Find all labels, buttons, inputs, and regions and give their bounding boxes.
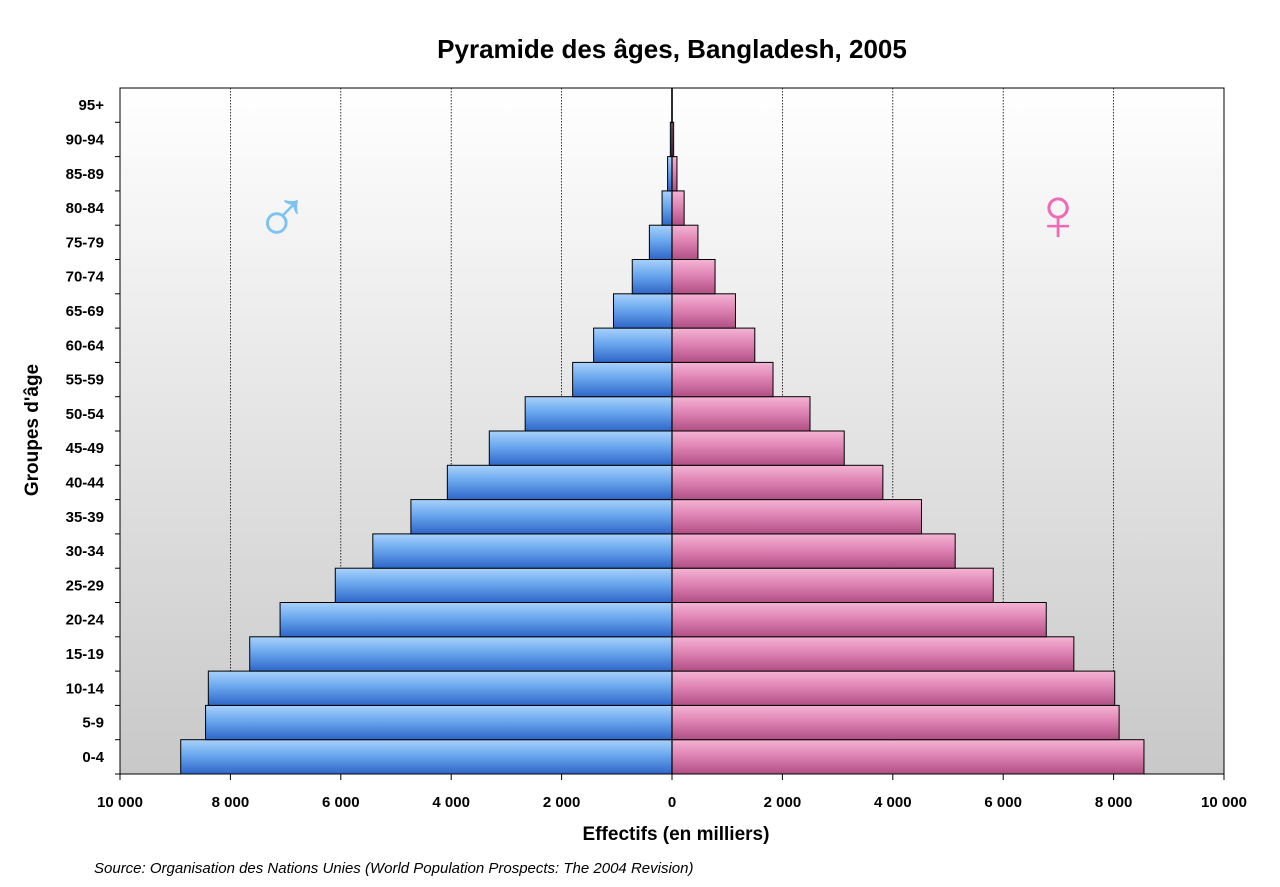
age-group-label: 5-9 <box>82 715 104 732</box>
age-group-label: 20-24 <box>66 612 105 629</box>
female-bar-70-74 <box>671 259 716 295</box>
female-symbol: ♀ <box>1030 172 1087 257</box>
gridlines <box>229 88 1114 774</box>
x-tick-label: 8 000 <box>212 794 250 811</box>
x-tick-label: 2 000 <box>764 794 802 811</box>
x-tick-label: 0 <box>668 794 676 811</box>
age-group-label: 15-19 <box>66 646 104 663</box>
male-symbol: ♂ <box>254 172 311 257</box>
male-bar-35-39 <box>410 499 673 535</box>
male-bar-25-29 <box>334 567 673 604</box>
female-bar-25-29 <box>671 567 994 604</box>
female-bar-60-64 <box>671 327 756 363</box>
male-bar-0-4 <box>180 739 673 775</box>
age-group-label: 75-79 <box>66 234 104 251</box>
age-group-label: 40-44 <box>66 474 105 491</box>
female-bar-20-24 <box>671 602 1047 638</box>
male-bar-60-64 <box>593 327 673 363</box>
x-tick-label: 2 000 <box>543 794 581 811</box>
x-axis-ticks: 10 000 8 000 6 000 4 000 2 000 0 2 000 4 000 6 0… <box>97 774 1247 811</box>
male-bar-65-69 <box>612 293 673 329</box>
female-bar-35-39 <box>671 499 923 535</box>
male-bar-70-74 <box>631 259 673 295</box>
x-tick-label: 6 000 <box>984 794 1022 811</box>
male-bars <box>180 87 673 775</box>
age-group-label: 0-4 <box>82 749 104 766</box>
age-group-label: 85-89 <box>66 166 104 183</box>
age-group-label: 90-94 <box>66 131 105 148</box>
female-bar-75-79 <box>671 224 699 260</box>
male-bar-40-44 <box>446 464 673 501</box>
age-group-label: 50-54 <box>66 406 105 423</box>
x-tick-label: 10 000 <box>1201 794 1247 811</box>
x-tick-label: 4 000 <box>432 794 470 811</box>
male-bar-50-54 <box>524 396 673 432</box>
x-tick-label: 10 000 <box>97 794 143 811</box>
female-bar-85-89 <box>671 156 678 192</box>
female-bar-45-49 <box>671 430 845 466</box>
age-group-label: 45-49 <box>66 440 104 457</box>
female-bar-65-69 <box>671 293 736 329</box>
female-bar-40-44 <box>671 464 884 501</box>
male-bar-75-79 <box>648 224 673 260</box>
female-bar-15-19 <box>671 636 1075 672</box>
female-bar-30-34 <box>671 533 956 569</box>
male-bar-15-19 <box>249 636 673 672</box>
female-bar-80-84 <box>671 190 685 226</box>
x-tick-label: 4 000 <box>874 794 912 811</box>
male-bar-10-14 <box>207 670 673 706</box>
female-bar-5-9 <box>671 704 1120 741</box>
female-bar-55-59 <box>671 361 774 398</box>
male-bar-5-9 <box>205 704 673 741</box>
x-tick-label: 6 000 <box>322 794 360 811</box>
age-group-label: 55-59 <box>66 372 104 389</box>
male-bar-20-24 <box>279 602 673 638</box>
age-group-label: 25-29 <box>66 577 104 594</box>
female-bar-0-4 <box>671 739 1145 775</box>
x-tick-label: 8 000 <box>1095 794 1133 811</box>
age-group-label: 95+ <box>79 97 105 114</box>
male-bar-30-34 <box>372 533 673 569</box>
male-bar-80-84 <box>661 190 673 226</box>
age-group-label: 35-39 <box>66 509 104 526</box>
y-axis-categories: 0-4 5-9 10-14 15-19 20-24 25-29 30-34 35-39 40-4… <box>66 97 120 775</box>
male-bar-45-49 <box>488 430 673 466</box>
female-bars <box>671 87 1145 775</box>
age-group-label: 65-69 <box>66 303 104 320</box>
age-group-label: 60-64 <box>66 337 105 354</box>
female-bar-50-54 <box>671 396 811 432</box>
male-bar-85-89 <box>667 156 673 192</box>
age-group-label: 10-14 <box>66 680 105 697</box>
source-note: Source: Organisation des Nations Unies (… <box>94 860 693 877</box>
female-bar-10-14 <box>671 670 1116 706</box>
age-group-label: 30-34 <box>66 543 105 560</box>
x-axis-title: Effectifs (en milliers) <box>583 824 770 845</box>
y-axis-title: Groupes d'âge <box>22 364 43 496</box>
age-group-label: 80-84 <box>66 200 105 217</box>
age-group-label: 70-74 <box>66 269 105 286</box>
male-bar-55-59 <box>572 361 673 398</box>
chart-title: Pyramide des âges, Bangladesh, 2005 <box>437 34 907 64</box>
